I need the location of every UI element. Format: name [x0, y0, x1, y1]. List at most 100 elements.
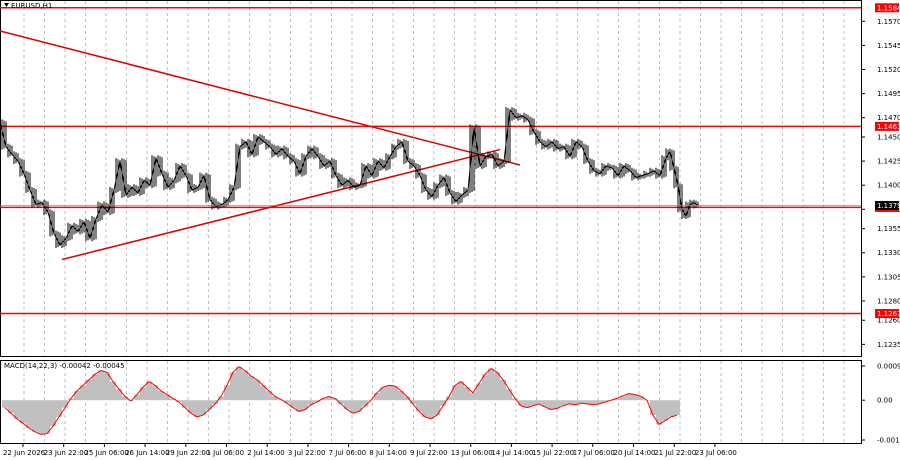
- price-tick-label: 1.1400: [877, 182, 900, 190]
- macd-histogram-bar: [80, 385, 86, 401]
- macd-histogram-bar: [638, 396, 644, 401]
- macd-histogram-bar: [104, 372, 110, 401]
- macd-histogram-bar: [386, 385, 392, 401]
- macd-histogram-bar: [44, 400, 50, 434]
- macd-histogram-bar: [500, 379, 506, 401]
- time-tick-label: 3 Jul 22:00: [288, 449, 326, 457]
- macd-histogram-bar: [626, 393, 632, 401]
- macd-histogram-bar: [32, 400, 38, 432]
- macd-histogram-bar: [260, 385, 266, 401]
- macd-histogram-bar: [656, 400, 662, 425]
- macd-histogram-bar: [584, 400, 590, 404]
- price-tick-label: 1.1305: [877, 273, 900, 281]
- macd-histogram-bar: [140, 387, 146, 401]
- macd-histogram-bar: [170, 398, 176, 401]
- level-price-badge-text: 1.1267: [877, 310, 900, 318]
- macd-histogram-bar: [554, 400, 560, 409]
- symbol-title-text: EURUSD,H1: [11, 2, 52, 10]
- horizontal-levels[interactable]: [0, 7, 861, 315]
- price-tick-label: 1.1450: [877, 134, 900, 142]
- macd-histogram-bar: [458, 381, 464, 401]
- level-price-badge: [875, 308, 899, 318]
- macd-histogram-bar: [230, 372, 236, 401]
- macd-histogram-bar: [218, 396, 224, 401]
- macd-histogram-bar: [284, 400, 290, 404]
- trend-line[interactable]: [0, 30, 521, 166]
- price-tick-label: 1.1425: [877, 158, 900, 166]
- macd-histogram-bar: [488, 368, 494, 401]
- macd-histogram-bar: [632, 394, 638, 401]
- macd-histogram-bar: [470, 392, 476, 401]
- price-tick-label: 1.1355: [877, 225, 900, 233]
- macd-histogram-bar: [158, 390, 164, 401]
- macd-histogram-bar: [650, 400, 656, 416]
- macd-histogram-bar: [662, 400, 668, 421]
- macd-histogram-bar: [182, 400, 188, 408]
- current-price-badge-text: 1.1379: [877, 202, 900, 210]
- collapse-triangle-icon: [4, 3, 9, 7]
- macd-histogram-bar: [410, 400, 416, 404]
- price-axis[interactable]: 1.1570 1.1545 1.1520 1.1495 1.1470 1.1450 1.14…: [861, 18, 900, 349]
- macd-histogram-bar: [440, 400, 446, 406]
- macd-histogram-bar: [116, 389, 122, 401]
- macd-histogram-bar: [476, 383, 482, 401]
- level-price-badge: [875, 121, 899, 131]
- macd-histogram-bar: [578, 400, 584, 404]
- macd-histogram-bar: [98, 370, 104, 401]
- time-tick-label: 9 Jul 22:00: [410, 449, 448, 457]
- macd-histogram-bar: [242, 370, 248, 401]
- level-price-badge-text: 1.1584: [877, 4, 900, 12]
- macd-histogram-bar: [338, 400, 344, 404]
- price-tick-label: 1.1520: [877, 66, 900, 74]
- price-tick-label: 1.1495: [877, 90, 900, 98]
- macd-histogram-bar: [326, 396, 332, 401]
- macd-histogram-bar: [536, 400, 542, 404]
- time-tick-label: 15 Jul 22:00: [532, 449, 574, 457]
- macd-histogram-bar: [614, 398, 620, 401]
- price-tick-label: 1.1260: [877, 317, 900, 325]
- macd-tick-label: 0.00: [877, 397, 893, 405]
- macd-histogram-bar: [512, 398, 518, 401]
- macd-histogram-bar: [416, 400, 422, 412]
- time-tick-label: 8 Jul 14:00: [369, 449, 407, 457]
- macd-histogram-bar: [248, 376, 254, 401]
- macd-histogram-bar: [506, 389, 512, 401]
- time-tick-label: 17 Jul 06:00: [573, 449, 615, 457]
- macd-histogram-bar: [314, 400, 320, 403]
- macd-histogram-bar: [404, 396, 410, 401]
- time-tick-label: 23 Jun 22:00: [44, 449, 88, 457]
- time-tick-label: 29 Jun 22:00: [166, 449, 210, 457]
- trend-lines[interactable]: [0, 30, 521, 261]
- macd-histogram-bar: [290, 400, 296, 408]
- time-tick-label: 14 Jul 14:00: [491, 449, 533, 457]
- current-price-badge: [875, 200, 899, 210]
- macd-histogram-bar: [518, 400, 524, 406]
- macd-histogram-bar: [8, 400, 14, 414]
- price-tick-label: 1.1570: [877, 18, 900, 26]
- vertical-grid: [23, 1, 845, 443]
- trend-line[interactable]: [61, 148, 501, 261]
- macd-histogram-bar: [20, 400, 26, 424]
- macd-histogram-bar: [320, 398, 326, 401]
- price-tick-label: 1.1545: [877, 42, 900, 50]
- macd-histogram-bar: [446, 396, 452, 401]
- macd-histogram-bar: [74, 390, 80, 401]
- macd-histogram-bar: [56, 400, 62, 417]
- macd-title: MACD(14,22,3) -0.00042 -0.00045: [4, 362, 125, 370]
- macd-histogram-bar: [524, 400, 530, 408]
- time-tick-label: 23 Jul 06:00: [695, 449, 737, 457]
- macd-histogram-bar: [350, 400, 356, 414]
- macd-histogram-bar: [92, 374, 98, 401]
- macd-histogram-bar: [542, 400, 548, 407]
- macd-histogram-bar: [308, 400, 314, 405]
- main-chart-pane[interactable]: [0, 0, 862, 357]
- macd-axis[interactable]: 0.00092 0.00 -0.00107: [861, 363, 900, 445]
- macd-histogram-bar: [602, 400, 608, 403]
- time-tick-label: 1 Jul 06:00: [207, 449, 245, 457]
- time-tick-label: 22 Jun 2026: [3, 449, 46, 457]
- macd-histogram-bar: [26, 400, 32, 429]
- macd-series: [2, 366, 680, 435]
